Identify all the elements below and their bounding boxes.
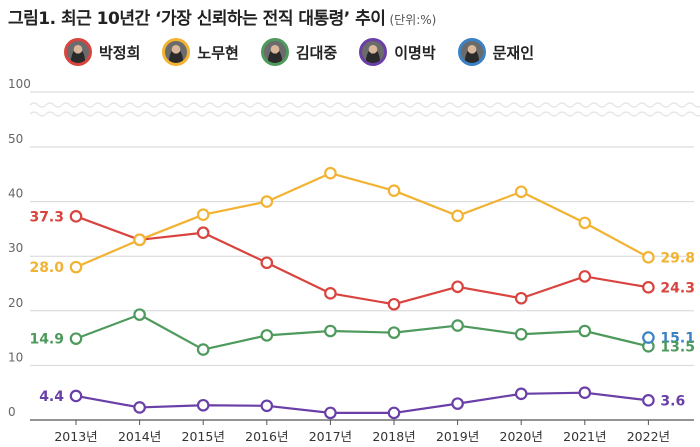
data-point <box>260 256 274 270</box>
data-point <box>578 270 592 283</box>
y-tick-label: 30 <box>8 241 23 255</box>
data-point <box>260 329 274 342</box>
data-label: 13.5 <box>660 339 695 355</box>
data-point <box>133 308 146 321</box>
data-label: 24.3 <box>660 280 695 296</box>
data-label: 15.1 <box>660 331 695 347</box>
data-point <box>324 406 337 420</box>
y-tick-label: 50 <box>8 132 23 146</box>
x-tick-label: 2018년 <box>372 429 415 444</box>
kim-dae-jung-portrait-icon <box>260 38 289 66</box>
moon-jae-in-portrait-icon <box>457 38 486 66</box>
x-tick-label: 2014년 <box>118 429 161 444</box>
legend-item: 노무현 <box>162 38 239 66</box>
data-point <box>260 399 274 413</box>
legend-item: 이명박 <box>359 38 436 66</box>
data-point <box>514 327 528 341</box>
y-tick-label: 20 <box>8 296 23 310</box>
series-line <box>75 215 649 306</box>
x-tick-label: 2021년 <box>563 429 606 444</box>
legend-label: 노무현 <box>197 43 239 62</box>
unit-label: (단위:%) <box>389 13 437 27</box>
data-point <box>324 287 337 300</box>
park-chung-hee-portrait-icon <box>64 38 92 66</box>
x-tick-label: 2017년 <box>309 429 352 444</box>
data-label: 28.0 <box>29 260 64 276</box>
data-point <box>578 216 592 230</box>
series-line <box>75 172 649 269</box>
data-point <box>196 208 210 222</box>
y-tick-label: 10 <box>8 350 23 364</box>
y-tick-label: 0 <box>8 405 16 419</box>
x-tick-label: 2020년 <box>500 429 543 444</box>
data-point <box>642 250 655 264</box>
data-point <box>324 166 337 180</box>
x-tick-label: 2013년 <box>54 429 97 444</box>
data-label: 14.9 <box>29 332 64 348</box>
roh-moo-hyun-portrait-icon <box>162 38 191 66</box>
legend-label: 김대중 <box>295 43 338 62</box>
data-point <box>514 387 528 401</box>
data-point <box>451 319 464 332</box>
y-tick-label: 40 <box>8 187 23 201</box>
data-point <box>387 326 401 339</box>
legend-item: 문재인 <box>457 38 535 66</box>
data-point <box>642 331 655 344</box>
data-point <box>451 280 464 294</box>
data-point <box>324 324 337 338</box>
x-tick-label: 2022년 <box>627 429 670 444</box>
lee-myung-bak-portrait-icon <box>359 38 388 66</box>
axis-break <box>29 102 700 108</box>
data-point <box>387 406 401 420</box>
data-point <box>642 281 655 294</box>
x-tick-label: 2016년 <box>245 429 288 444</box>
data-point <box>514 185 528 199</box>
data-point <box>69 210 83 223</box>
series-line <box>75 391 649 415</box>
data-label: 37.3 <box>29 209 64 225</box>
data-point <box>260 195 274 208</box>
data-label: 3.6 <box>660 393 685 409</box>
data-point <box>451 397 464 410</box>
legend-label: 박정희 <box>99 43 141 62</box>
title-bar: 그림1. 최근 10년간 ‘가장 신뢰하는 전직 대통령’ 추이 (단위:%) <box>8 4 436 30</box>
legend-label: 이명박 <box>394 43 436 62</box>
data-point <box>196 226 210 240</box>
legend-item: 김대중 <box>260 38 338 66</box>
data-point <box>196 343 210 356</box>
data-point <box>196 398 210 412</box>
data-point <box>69 389 83 403</box>
x-tick-label: 2015년 <box>182 429 225 444</box>
data-point <box>69 260 83 274</box>
data-point <box>387 297 401 311</box>
data-label: 29.8 <box>660 250 695 266</box>
y-tick-label: 100 <box>8 77 31 91</box>
axis-break <box>29 111 700 117</box>
chart-title: 그림1. 최근 10년간 ‘가장 신뢰하는 전직 대통령’ 추이 <box>8 9 386 29</box>
data-point <box>69 332 83 345</box>
data-point <box>451 209 464 223</box>
data-point <box>578 386 592 399</box>
legend-label: 문재인 <box>492 43 535 62</box>
data-point <box>578 324 592 338</box>
series-line <box>75 313 649 351</box>
data-point <box>133 401 146 414</box>
data-point <box>387 184 401 197</box>
legend-item: 박정희 <box>64 38 140 66</box>
data-point <box>133 233 146 247</box>
data-label: 4.4 <box>39 389 64 405</box>
data-point <box>514 291 528 305</box>
x-tick-label: 2019년 <box>436 429 479 444</box>
data-point <box>642 394 655 407</box>
legend: 박정희 노무현 김대중 이명박 문재인 <box>64 38 556 66</box>
